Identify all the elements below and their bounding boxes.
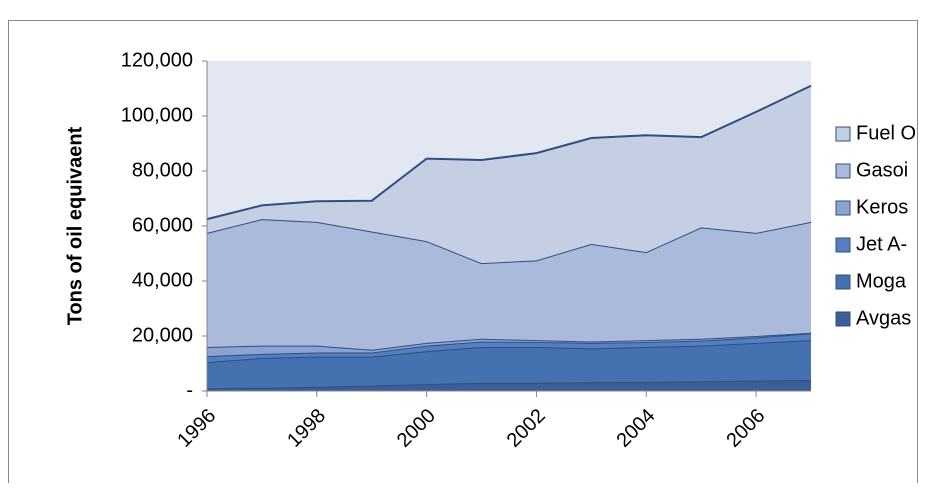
- legend-label: Gasoi: [856, 159, 908, 181]
- y-tick-label: 60,000: [132, 214, 193, 236]
- legend-swatch: [835, 163, 851, 179]
- legend-swatch: [835, 237, 851, 253]
- area: [207, 85, 811, 264]
- y-tick-label: 100,000: [121, 104, 193, 126]
- plot: -20,00040,00060,00080,000100,000120,0001…: [121, 49, 916, 451]
- legend-swatch: [835, 274, 851, 290]
- y-tick-label: -: [186, 379, 193, 401]
- legend-label: Moga: [856, 270, 907, 292]
- area: [207, 219, 811, 350]
- legend-swatch: [835, 200, 851, 216]
- area: [207, 332, 811, 357]
- legend-swatch: [835, 311, 851, 327]
- legend-label: Jet A-: [856, 233, 907, 255]
- legend-label: Fuel O: [856, 122, 916, 144]
- legend-label: Avgas: [856, 307, 911, 329]
- y-tick-label: 40,000: [132, 269, 193, 291]
- y-tick-label: 120,000: [121, 49, 193, 71]
- legend-label: Keros: [856, 196, 908, 218]
- area: [207, 333, 811, 363]
- legend-swatch: [835, 126, 851, 142]
- y-tick-label: 80,000: [132, 159, 193, 181]
- y-tick-label: 20,000: [132, 324, 193, 346]
- area: [207, 340, 811, 389]
- y-axis-label: Tons of oil equivaent: [64, 126, 86, 325]
- area-edge: [206, 84, 812, 221]
